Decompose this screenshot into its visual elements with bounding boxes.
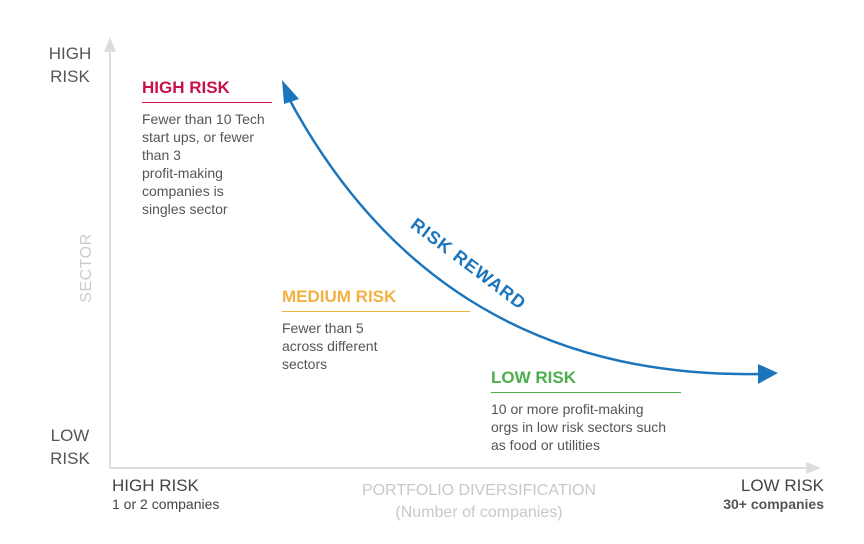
y-axis-top-label-line2: RISK: [50, 67, 90, 86]
low-risk-description: 10 or more profit-making orgs in low ris…: [491, 400, 681, 454]
high-risk-title: HIGH RISK: [142, 78, 230, 97]
x-axis-subtitle: (Number of companies): [395, 504, 563, 521]
high-risk-zone: HIGH RISK Fewer than 10 Tech start ups, …: [142, 78, 272, 218]
high-risk-description-line: singles sector: [142, 201, 228, 217]
x-axis-left-label: HIGH RISK 1 or 2 companies: [112, 476, 219, 512]
medium-risk-description-line: Fewer than 5: [282, 320, 364, 336]
medium-risk-description-line: across different: [282, 338, 378, 354]
y-axis-arrowhead: [104, 37, 116, 52]
high-risk-description-line: profit-making: [142, 165, 223, 181]
low-risk-title: LOW RISK: [491, 368, 576, 387]
low-risk-description-line: as food or utilities: [491, 437, 600, 453]
curve-arrowhead-right: [758, 364, 778, 384]
risk-reward-curve: [285, 94, 761, 376]
high-risk-description-line: start ups, or fewer: [142, 129, 255, 145]
y-axis-top-label: HIGH RISK: [40, 42, 100, 88]
medium-risk-title: MEDIUM RISK: [282, 287, 397, 306]
medium-risk-zone: MEDIUM RISK Fewer than 5 across differen…: [282, 287, 470, 373]
low-risk-description-line: 10 or more profit-making: [491, 401, 644, 417]
y-axis-top-label-line1: HIGH: [48, 44, 92, 63]
x-axis-right-label-title: LOW RISK: [740, 476, 824, 495]
y-axis-bottom-label-line1: LOW: [50, 426, 90, 445]
high-risk-underline: [142, 102, 272, 103]
high-risk-description-line: companies is: [142, 183, 224, 199]
medium-risk-description-line: sectors: [282, 356, 328, 372]
low-risk-zone: LOW RISK 10 or more profit-making orgs i…: [491, 368, 681, 454]
x-axis-title: PORTFOLIO DIVERSIFICATION (Number of com…: [319, 480, 639, 524]
x-axis-arrowhead: [806, 462, 821, 474]
high-risk-description: Fewer than 10 Tech start ups, or fewer t…: [142, 110, 272, 218]
x-axis-left-label-title: HIGH RISK: [112, 476, 199, 495]
y-axis-title: SECTOR: [78, 233, 95, 303]
high-risk-description-line: than 3: [142, 147, 181, 163]
low-risk-description-line: orgs in low risk sectors such: [491, 419, 667, 435]
x-axis-left-sublabel: 1 or 2 companies: [112, 496, 220, 512]
y-axis-bottom-label: LOW RISK: [40, 424, 100, 470]
curve-arrowhead-top: [282, 80, 299, 104]
x-axis-title-line1: PORTFOLIO DIVERSIFICATION: [361, 482, 597, 499]
high-risk-description-line: Fewer than 10 Tech: [142, 111, 265, 127]
x-axis-right-label: LOW RISK 30+ companies: [716, 476, 824, 512]
low-risk-underline: [491, 392, 681, 393]
x-axis-right-sublabel: 30+ companies: [723, 496, 824, 512]
y-axis-bottom-label-line2: RISK: [50, 449, 90, 468]
medium-risk-description: Fewer than 5 across different sectors: [282, 319, 470, 373]
medium-risk-underline: [282, 311, 470, 312]
